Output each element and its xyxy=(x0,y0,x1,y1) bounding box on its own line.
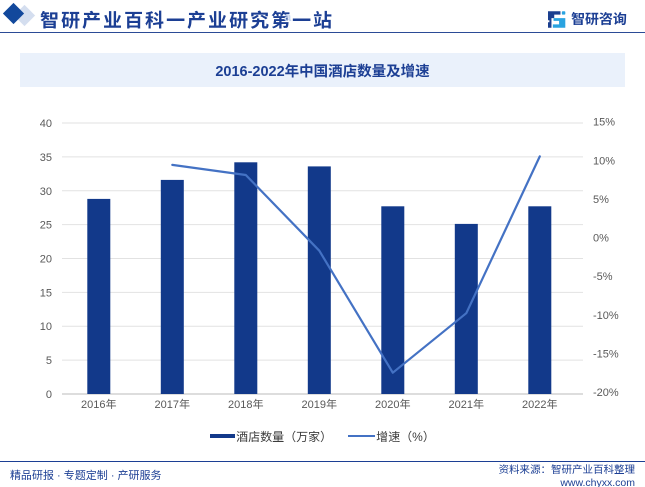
svg-text:0: 0 xyxy=(46,389,52,401)
svg-text:20: 20 xyxy=(40,254,52,266)
svg-text:15%: 15% xyxy=(593,117,615,129)
svg-text:40: 40 xyxy=(40,118,52,130)
svg-text:25: 25 xyxy=(40,220,52,232)
svg-text:30: 30 xyxy=(40,186,52,198)
svg-text:2022年: 2022年 xyxy=(522,398,557,411)
svg-text:0%: 0% xyxy=(593,233,609,245)
svg-text:2016年: 2016年 xyxy=(81,398,116,411)
svg-text:2018年: 2018年 xyxy=(228,398,263,411)
svg-text:5: 5 xyxy=(46,355,52,367)
svg-text:-10%: -10% xyxy=(593,310,619,322)
svg-text:-20%: -20% xyxy=(593,387,619,399)
svg-text:10: 10 xyxy=(40,321,52,333)
svg-text:2020年: 2020年 xyxy=(375,398,410,411)
svg-text:-15%: -15% xyxy=(593,348,619,360)
svg-text:2017年: 2017年 xyxy=(155,398,190,411)
svg-text:10%: 10% xyxy=(593,155,615,167)
svg-text:5%: 5% xyxy=(593,194,609,206)
svg-text:2019年: 2019年 xyxy=(302,398,337,411)
svg-text:-5%: -5% xyxy=(593,271,613,283)
svg-text:15: 15 xyxy=(40,287,52,299)
svg-text:35: 35 xyxy=(40,152,52,164)
svg-text:2021年: 2021年 xyxy=(449,398,484,411)
